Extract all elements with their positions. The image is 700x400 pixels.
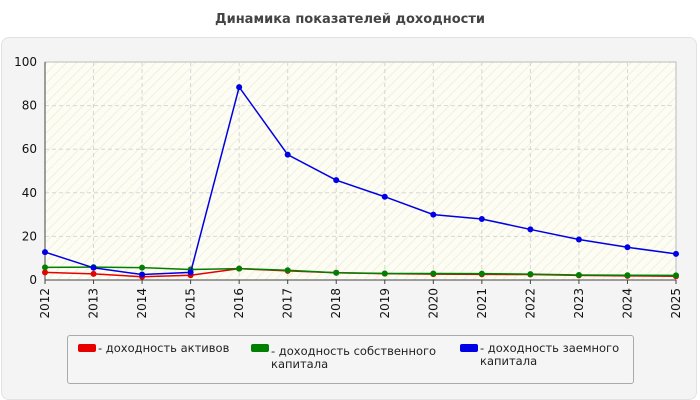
data-point-equity	[673, 272, 679, 279]
x-tick-label: 2016	[232, 288, 246, 319]
data-point-assets	[90, 270, 97, 277]
legend-label-equity: - доходность собственного капитала	[271, 344, 437, 371]
y-tick-label: 20	[22, 229, 37, 243]
y-tick-label: 100	[14, 55, 37, 69]
data-point-borrowed	[624, 244, 631, 251]
data-point-borrowed	[236, 84, 243, 91]
x-tick-label: 2025	[669, 288, 683, 319]
data-point-borrowed	[478, 215, 485, 222]
x-tick-label: 2023	[572, 288, 586, 319]
axes: 0 20 40 60 80 100 2012 2013 2014 2015 2016 2017 2018…	[14, 55, 683, 319]
grid-lines	[45, 62, 676, 280]
data-point-equity	[333, 269, 340, 276]
data-point-equity	[42, 264, 48, 271]
data-point-borrowed	[139, 271, 146, 278]
x-tick-label: 2017	[281, 288, 295, 319]
data-point-borrowed	[673, 250, 679, 257]
legend-swatch-equity	[251, 344, 269, 352]
data-point-borrowed	[381, 193, 388, 200]
x-tick-label: 2021	[475, 288, 489, 319]
data-point-equity	[430, 270, 437, 277]
data-point-borrowed	[42, 249, 48, 256]
data-point-assets	[42, 269, 48, 276]
x-tick-label: 2019	[378, 288, 392, 319]
data-point-equity	[139, 264, 146, 271]
x-tick-label: 2012	[38, 288, 52, 319]
series-line-borrowed	[44, 85, 677, 276]
data-point-borrowed	[575, 236, 582, 243]
x-tick-label: 2014	[135, 288, 149, 319]
data-point-borrowed	[187, 269, 194, 276]
legend: - доходность активов - доходность собств…	[67, 335, 634, 384]
data-point-equity	[624, 272, 631, 279]
data-point-borrowed	[430, 211, 437, 218]
data-point-equity	[236, 265, 243, 272]
y-tick-label: 40	[22, 186, 37, 200]
legend-swatch-borrowed	[460, 344, 478, 352]
y-tick-label: 60	[22, 142, 37, 156]
series-line-equity	[44, 266, 677, 277]
data-point-equity	[527, 271, 534, 278]
plot-area	[44, 61, 677, 281]
y-tick-label: 80	[22, 99, 37, 113]
data-point-borrowed	[90, 264, 97, 271]
data-point-equity	[381, 270, 388, 277]
data-point-equity	[575, 271, 582, 278]
x-tick-label: 2024	[620, 288, 634, 319]
data-point-equity	[478, 270, 485, 277]
chart-title: Динамика показателей доходности	[215, 12, 485, 27]
legend-label-assets: - доходность активов	[98, 341, 230, 355]
data-point-borrowed	[284, 151, 291, 158]
legend-swatch-assets	[78, 344, 96, 352]
x-tick-label: 2015	[184, 288, 198, 319]
legend-label-borrowed: - доходность заемного капитала	[480, 341, 620, 368]
x-tick-label: 2013	[87, 288, 101, 319]
x-tick-label: 2020	[426, 288, 440, 319]
data-point-borrowed	[527, 226, 534, 233]
x-tick-label: 2018	[329, 288, 343, 319]
data-point-borrowed	[333, 177, 340, 184]
data-point-equity	[284, 267, 291, 274]
series-group	[42, 84, 679, 280]
y-tick-label: 0	[29, 273, 37, 287]
x-tick-label: 2022	[523, 288, 537, 319]
